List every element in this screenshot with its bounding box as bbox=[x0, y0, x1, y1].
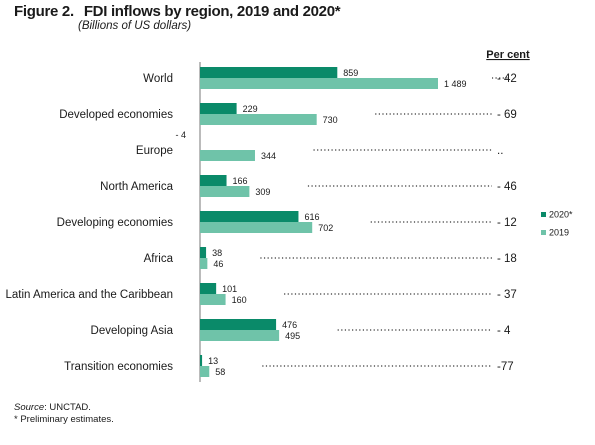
legend-label: 2020* bbox=[549, 210, 573, 220]
bar-2020-6 bbox=[200, 283, 217, 294]
bar-2020-4 bbox=[200, 211, 299, 222]
data-label: 495 bbox=[285, 331, 300, 341]
bar-2019-5 bbox=[200, 258, 208, 269]
percent-change-value: - 18 bbox=[497, 253, 517, 265]
data-label: 702 bbox=[318, 223, 333, 233]
legend-label: 2019 bbox=[549, 228, 569, 238]
fdi-bar-chart: World 859 1 489 Developed economies 229 730 Eu… bbox=[6, 49, 573, 382]
data-label: 344 bbox=[261, 151, 276, 161]
source-line: Source: UNCTAD. bbox=[14, 402, 114, 414]
data-label: 166 bbox=[233, 176, 248, 186]
category-label: Europe bbox=[136, 145, 173, 157]
figure-title-text: FDI inflows by region, 2019 and 2020* bbox=[83, 3, 341, 20]
data-label: 13 bbox=[208, 356, 218, 366]
percent-change-value: -77 bbox=[497, 361, 514, 373]
figure-subtitle: (Billions of US dollars) bbox=[78, 20, 192, 32]
data-label: 476 bbox=[282, 320, 297, 330]
data-label: 38 bbox=[212, 248, 222, 258]
figure-label: Figure 2. bbox=[14, 3, 74, 20]
data-label: 616 bbox=[304, 212, 319, 222]
data-label: 859 bbox=[343, 68, 358, 78]
percent-header: Per cent bbox=[486, 49, 530, 61]
data-label: - 4 bbox=[175, 130, 186, 140]
bar-2019-0 bbox=[200, 78, 438, 89]
bar-2020-0 bbox=[200, 67, 338, 78]
bar-2019-8 bbox=[200, 366, 210, 377]
bar-2019-6 bbox=[200, 294, 226, 305]
data-label: 101 bbox=[222, 284, 237, 294]
data-label: 229 bbox=[243, 104, 258, 114]
data-label: 730 bbox=[323, 115, 338, 125]
source-label: Source bbox=[14, 402, 45, 413]
percent-change-value: - 69 bbox=[497, 109, 517, 121]
source-text: : UNCTAD. bbox=[44, 402, 91, 413]
data-label: 46 bbox=[213, 259, 223, 269]
percent-change-value: - 46 bbox=[497, 181, 517, 193]
percent-change-value: - 4 bbox=[497, 325, 511, 337]
figure-title: Figure 2. FDI inflows by region, 2019 and… bbox=[14, 3, 341, 20]
category-label: Developing economies bbox=[57, 217, 174, 229]
category-label: Latin America and the Caribbean bbox=[6, 289, 174, 301]
bar-2019-7 bbox=[200, 330, 280, 341]
legend-swatch bbox=[541, 230, 546, 235]
bar-2019-3 bbox=[200, 186, 250, 197]
bar-2020-3 bbox=[200, 175, 227, 186]
data-label: 58 bbox=[215, 367, 225, 377]
bar-2019-2 bbox=[200, 150, 255, 161]
category-label: World bbox=[143, 73, 173, 85]
bar-2019-1 bbox=[200, 114, 317, 125]
source-note: Source: UNCTAD. * Preliminary estimates. bbox=[14, 402, 114, 426]
category-label: Developing Asia bbox=[91, 325, 174, 337]
bar-2019-4 bbox=[200, 222, 313, 233]
bar-2020-7 bbox=[200, 319, 277, 330]
category-label: Developed economies bbox=[59, 109, 173, 121]
percent-change-value: .. bbox=[497, 145, 503, 157]
category-label: North America bbox=[100, 181, 173, 193]
percent-change-value: - 42 bbox=[497, 73, 517, 85]
bar-2020-8 bbox=[200, 355, 203, 366]
legend-swatch bbox=[541, 212, 546, 217]
category-label: Africa bbox=[144, 253, 174, 265]
data-label: 1 489 bbox=[444, 79, 467, 89]
data-label: 160 bbox=[232, 295, 247, 305]
category-label: Transition economies bbox=[64, 361, 173, 373]
bar-2020-5 bbox=[200, 247, 207, 258]
bar-2020-1 bbox=[200, 103, 237, 114]
data-label: 309 bbox=[255, 187, 270, 197]
footnote: * Preliminary estimates. bbox=[14, 414, 114, 425]
percent-change-value: - 12 bbox=[497, 217, 517, 229]
percent-change-value: - 37 bbox=[497, 289, 517, 301]
